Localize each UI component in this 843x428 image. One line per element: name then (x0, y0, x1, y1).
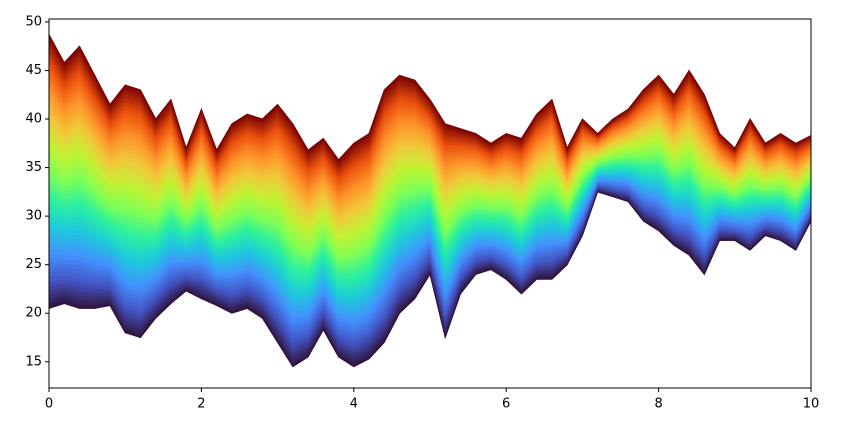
y-tick-label: 35 (25, 160, 42, 175)
x-tick-label: 8 (654, 397, 662, 412)
y-tick-label: 45 (25, 63, 42, 78)
x-tick-label: 0 (45, 397, 53, 412)
y-tick-label: 50 (25, 14, 42, 29)
y-tick-label: 40 (25, 112, 42, 127)
y-tick-label: 20 (25, 306, 42, 321)
lower-edge (48, 191, 812, 368)
plot-frame (48, 18, 812, 389)
x-tick-label: 4 (350, 397, 358, 412)
x-tick-label: 6 (502, 397, 510, 412)
y-tick-label: 25 (25, 257, 42, 272)
x-tick-label: 2 (197, 397, 205, 412)
y-tick-label: 15 (25, 354, 42, 369)
y-tick-label: 30 (25, 209, 42, 224)
x-tick-label: 10 (803, 397, 820, 412)
upper-edge (48, 34, 812, 161)
